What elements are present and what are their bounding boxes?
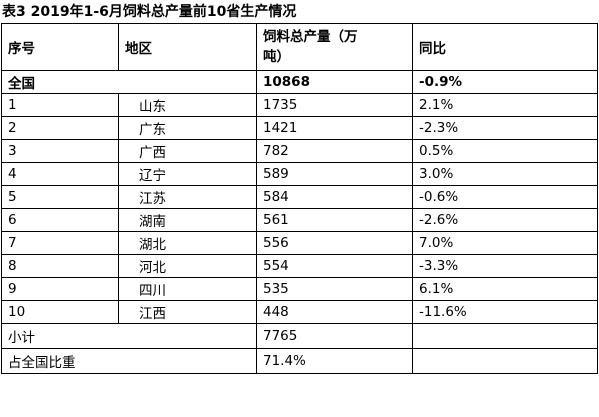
row-seq: 1: [1, 93, 119, 117]
row-yoy: 0.5%: [412, 139, 598, 163]
row-output: 584: [256, 185, 413, 209]
table-row: 6 湖南 561 -2.6%: [1, 208, 598, 232]
national-row: 全国 10868 -0.9%: [1, 70, 598, 94]
subtotal-yoy: [412, 323, 598, 349]
row-output: 1421: [256, 116, 413, 140]
row-region: 江西: [118, 300, 257, 324]
share-yoy: [412, 348, 598, 374]
national-output: 10868: [256, 70, 413, 94]
row-region: 湖南: [118, 208, 257, 232]
table-caption: 表3 2019年1-6月饲料总产量前10省生产情况: [2, 4, 297, 20]
subtotal-output: 7765: [256, 323, 413, 349]
row-yoy: 7.0%: [412, 231, 598, 255]
row-seq: 4: [1, 162, 119, 186]
row-output: 1735: [256, 93, 413, 117]
subtotal-row: 小计 7765: [1, 323, 598, 349]
row-output: 448: [256, 300, 413, 324]
table-row: 9 四川 535 6.1%: [1, 277, 598, 301]
national-label: 全国: [1, 70, 257, 94]
row-output: 556: [256, 231, 413, 255]
row-yoy: 6.1%: [412, 277, 598, 301]
row-region: 四川: [118, 277, 257, 301]
row-output: 535: [256, 277, 413, 301]
header-yoy: 同比: [412, 23, 598, 71]
header-region: 地区: [118, 23, 257, 71]
table-row: 7 湖北 556 7.0%: [1, 231, 598, 255]
header-row: 序号 地区 饲料总产量（万吨） 同比: [1, 23, 598, 71]
table-row: 1 山东 1735 2.1%: [1, 93, 598, 117]
table-row: 4 辽宁 589 3.0%: [1, 162, 598, 186]
row-region: 辽宁: [118, 162, 257, 186]
row-seq: 5: [1, 185, 119, 209]
row-output: 589: [256, 162, 413, 186]
row-region: 山东: [118, 93, 257, 117]
table-row: 3 广西 782 0.5%: [1, 139, 598, 163]
subtotal-label: 小计: [1, 323, 257, 349]
row-seq: 10: [1, 300, 119, 324]
row-region: 广西: [118, 139, 257, 163]
row-seq: 6: [1, 208, 119, 232]
row-seq: 9: [1, 277, 119, 301]
share-row: 占全国比重 71.4%: [1, 348, 598, 374]
row-yoy: -2.6%: [412, 208, 598, 232]
row-yoy: 2.1%: [412, 93, 598, 117]
row-region: 湖北: [118, 231, 257, 255]
table-row: 5 江苏 584 -0.6%: [1, 185, 598, 209]
row-seq: 2: [1, 116, 119, 140]
table-row: 8 河北 554 -3.3%: [1, 254, 598, 278]
share-output: 71.4%: [256, 348, 413, 374]
row-output: 561: [256, 208, 413, 232]
row-yoy: -11.6%: [412, 300, 598, 324]
row-region: 江苏: [118, 185, 257, 209]
row-region: 河北: [118, 254, 257, 278]
header-output: 饲料总产量（万吨）: [256, 23, 413, 71]
row-seq: 3: [1, 139, 119, 163]
production-table: 序号 地区 饲料总产量（万吨） 同比 全国 10868 -0.9% 1 山东 1…: [1, 23, 598, 374]
row-seq: 8: [1, 254, 119, 278]
share-label: 占全国比重: [1, 348, 257, 374]
row-yoy: 3.0%: [412, 162, 598, 186]
row-output: 554: [256, 254, 413, 278]
header-seq: 序号: [1, 23, 119, 71]
row-yoy: -2.3%: [412, 116, 598, 140]
table-row: 2 广东 1421 -2.3%: [1, 116, 598, 140]
row-region: 广东: [118, 116, 257, 140]
table-row: 10 江西 448 -11.6%: [1, 300, 598, 324]
row-output: 782: [256, 139, 413, 163]
row-yoy: -0.6%: [412, 185, 598, 209]
row-yoy: -3.3%: [412, 254, 598, 278]
row-seq: 7: [1, 231, 119, 255]
national-yoy: -0.9%: [412, 70, 598, 94]
